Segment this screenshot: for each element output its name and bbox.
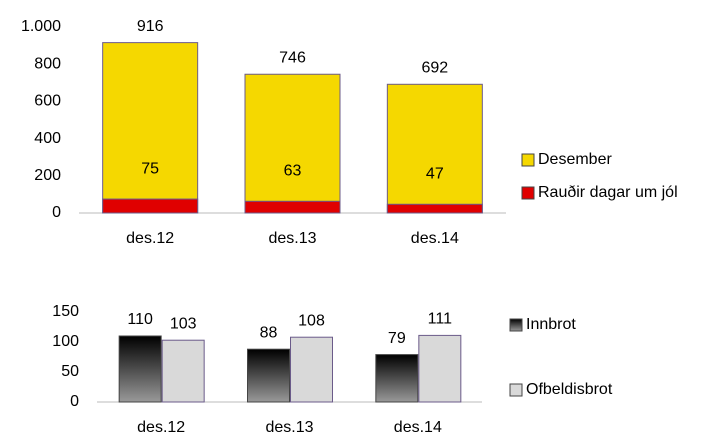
value-label: 108: [298, 312, 325, 329]
value-label: 103: [170, 315, 197, 332]
bar: [161, 339, 205, 403]
y-tick-label: 0: [52, 204, 61, 221]
value-label: 746: [279, 49, 306, 66]
x-tick-label: des.13: [265, 419, 313, 436]
y-tick-label: 150: [52, 303, 79, 320]
x-tick-label: des.13: [268, 230, 316, 247]
bar: [375, 354, 419, 403]
legend-label: Rauðir dagar um jól: [538, 184, 678, 201]
x-tick-label: des.14: [394, 419, 442, 436]
y-tick-label: 200: [34, 167, 61, 184]
bar: [102, 42, 199, 214]
legend-swatch: [509, 383, 523, 397]
y-tick-label: 100: [52, 333, 79, 350]
value-label: 75: [141, 160, 159, 177]
legend-label: Ofbeldisbrot: [526, 381, 613, 398]
value-label: 692: [421, 60, 448, 77]
legend-label: Desember: [538, 151, 612, 168]
y-tick-label: 800: [34, 55, 61, 72]
value-label: 63: [284, 163, 302, 180]
y-tick-label: 0: [70, 393, 79, 410]
legend-swatch: [521, 186, 535, 200]
bar: [386, 83, 483, 214]
y-tick-label: 600: [34, 93, 61, 110]
bar: [386, 203, 483, 214]
bar: [244, 73, 341, 214]
value-label: 916: [137, 18, 164, 35]
y-tick-label: 400: [34, 130, 61, 147]
bar: [247, 348, 290, 403]
legend-swatch: [509, 318, 523, 332]
bar: [418, 334, 462, 403]
bar: [244, 200, 341, 214]
legend-swatch: [521, 153, 535, 167]
x-tick-label: des.12: [137, 419, 185, 436]
value-label: 110: [127, 311, 153, 328]
value-label: 79: [388, 330, 406, 347]
x-tick-label: des.14: [411, 230, 459, 247]
x-tick-label: des.12: [126, 230, 174, 247]
value-label: 111: [428, 311, 452, 328]
legend-label: Innbrot: [526, 316, 576, 333]
bar: [102, 198, 199, 214]
value-label: 88: [260, 324, 278, 341]
value-label: 47: [426, 165, 444, 182]
y-tick-label: 50: [61, 363, 79, 380]
bar: [118, 335, 162, 403]
y-tick-label: 1.000: [21, 18, 61, 35]
bar: [290, 336, 333, 403]
